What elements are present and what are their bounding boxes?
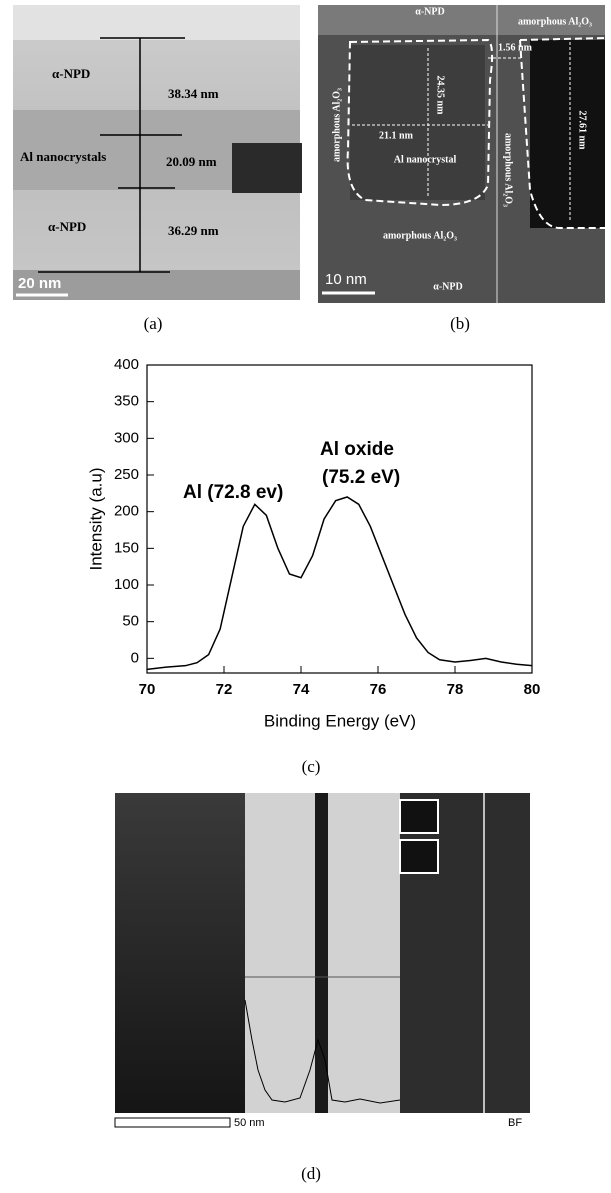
label: 38.34 nm — [168, 86, 219, 101]
y-tick-label: 200 — [114, 503, 139, 520]
panel-d: 50 nm BF (d) — [114, 793, 530, 1183]
scale-bar — [114, 1117, 231, 1128]
nanocrystal — [350, 45, 485, 200]
scale-label: 10 nm — [325, 271, 367, 288]
annotation: Al (72.8 ev) — [183, 482, 283, 503]
label: α-NPD — [433, 281, 462, 292]
plot-frame — [146, 364, 533, 674]
measure-lines — [38, 37, 185, 273]
nanocrystal — [232, 143, 302, 193]
label: 27.61 nm — [577, 111, 588, 151]
y-tick-label: 350 — [114, 393, 139, 410]
panel-b: α-NPD amorphous Al₂O₃ 1.56 nm 24.35 nm 2… — [318, 5, 606, 333]
scale-label: 20 nm — [18, 275, 61, 292]
mode-label: BF — [508, 1117, 522, 1129]
x-tick-label: 70 — [139, 681, 156, 698]
y-tick-label: 0 — [131, 649, 139, 666]
y-tick-label: 400 — [114, 356, 139, 373]
label: amorphous Al₂O₃ — [383, 230, 457, 241]
annotation: Al oxide — [320, 439, 394, 460]
marker — [399, 799, 439, 834]
x-tick-label: 74 — [293, 681, 310, 698]
panel-c: Binding Energy (eV) Intensity (a.u) (c) … — [86, 356, 540, 776]
label: amorphous Al₂O₃ — [331, 88, 342, 162]
layer — [13, 5, 300, 40]
y-axis-label: Intensity (a.u) — [86, 468, 105, 571]
annotation: (75.2 eV) — [322, 467, 400, 488]
label: α-NPD — [52, 66, 90, 81]
x-tick-label: 76 — [370, 681, 387, 698]
label: 24.35 nm — [435, 76, 446, 116]
scale-label: 50 nm — [234, 1117, 265, 1129]
y-tick-label: 50 — [122, 613, 139, 630]
label: α-NPD — [48, 219, 86, 234]
x-axis-label: Binding Energy (eV) — [264, 711, 416, 730]
profile-trace — [244, 999, 401, 1104]
x-tick-label: 72 — [216, 681, 233, 698]
label: amorphous Al₂O₃ — [503, 133, 514, 207]
caption: (b) — [450, 314, 470, 333]
micrograph — [115, 793, 245, 1113]
line — [146, 496, 533, 671]
label: 36.29 nm — [168, 223, 219, 238]
outline — [346, 37, 606, 229]
panel-a: α-NPD 38.34 nm Al nanocrystals 20.09 nm … — [13, 5, 302, 333]
label: 21.1 nm — [379, 130, 414, 141]
label: Al nanocrystal — [394, 154, 457, 165]
label: amorphous Al₂O₃ — [518, 16, 592, 27]
layer — [318, 5, 605, 35]
x-tick-label: 80 — [524, 681, 541, 698]
caption: (d) — [301, 1164, 321, 1183]
caption: (a) — [144, 314, 163, 333]
label: 1.56 nm — [498, 42, 533, 53]
y-tick-label: 300 — [114, 429, 139, 446]
label: 20.09 nm — [166, 154, 217, 169]
y-tick-label: 250 — [114, 466, 139, 483]
marker — [399, 839, 439, 874]
label: α-NPD — [415, 6, 444, 17]
caption: (c) — [302, 757, 321, 776]
y-tick-label: 150 — [114, 539, 139, 556]
measure-lines — [352, 42, 571, 222]
micrograph — [315, 793, 328, 1113]
label: Al nanocrystals — [20, 149, 106, 164]
y-tick-label: 100 — [114, 576, 139, 593]
nanocrystal — [530, 40, 605, 228]
x-tick-label: 78 — [447, 681, 464, 698]
